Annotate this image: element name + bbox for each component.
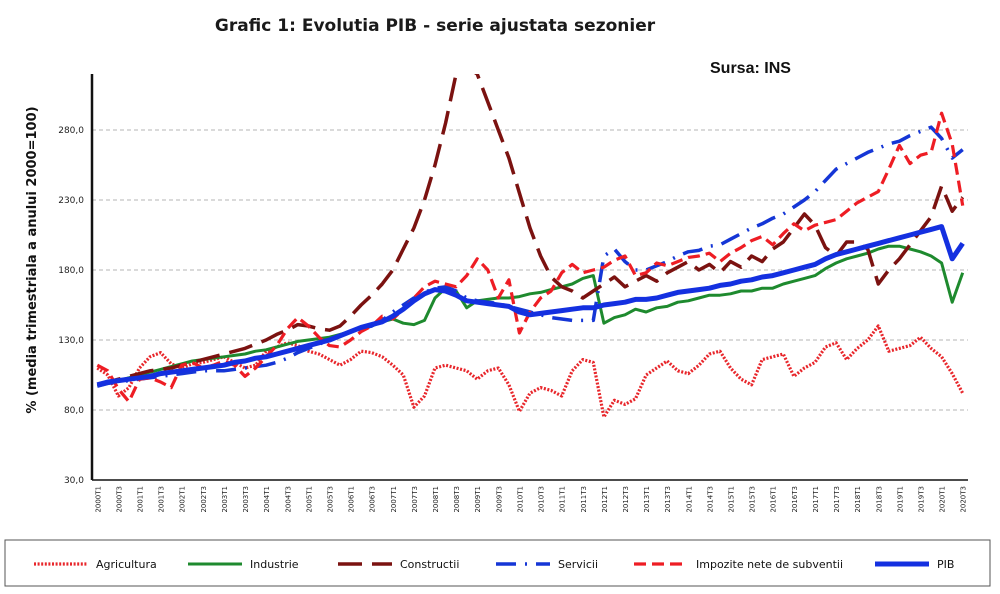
series-layer	[96, 74, 965, 419]
legend-label: Servicii	[558, 558, 598, 571]
x-tick-label: 2009T3	[495, 486, 503, 513]
x-tick-label: 2011T1	[559, 486, 567, 513]
x-tick-label: 2009T1	[474, 486, 482, 513]
x-tick-label: 2001T3	[158, 486, 166, 513]
x-tick-label: 2011T3	[580, 486, 588, 513]
x-tick-label: 2015T1	[728, 486, 736, 513]
legend-label: Agricultura	[96, 558, 157, 571]
x-tick-label: 2004T1	[263, 486, 271, 513]
x-tick-label: 2000T1	[94, 486, 102, 513]
x-tick-label: 2013T3	[664, 486, 672, 513]
x-tick-label: 2019T1	[896, 486, 904, 513]
x-tick-label: 2000T3	[115, 486, 123, 513]
y-tick-label: 80,0	[64, 406, 84, 416]
legend: Agricultura Industrie Constructii Servicii I…	[4, 539, 991, 587]
x-tick-label: 2007T1	[390, 486, 398, 513]
series-line-industrie	[96, 244, 965, 388]
chart-title: Grafic 1: Evolutia PIB - serie ajustata …	[215, 16, 656, 36]
series-line-agricultura	[96, 324, 965, 419]
x-tick-label: 2016T1	[770, 486, 778, 513]
x-tick-label: 2004T3	[284, 486, 292, 513]
x-tick-label: 2003T3	[242, 486, 250, 513]
y-tick-label: 130,0	[58, 336, 84, 346]
x-tick-label: 2006T1	[348, 486, 356, 513]
x-tick-label: 2002T1	[179, 486, 187, 513]
x-tick-label: 2018T1	[854, 486, 862, 513]
legend-label: Constructii	[400, 558, 459, 571]
x-tick-label: 2010T3	[538, 486, 546, 513]
x-tick-label: 2020T1	[939, 486, 947, 513]
x-tick-label: 2005T1	[305, 486, 313, 513]
x-tick-label: 2020T3	[960, 486, 968, 513]
legend-label: Impozite nete de subventii	[696, 558, 843, 571]
y-tick-label: 180,0	[58, 266, 84, 276]
series-line-constructii	[96, 74, 965, 387]
y-axis-label: % (media trimestriala a anului 2000=100)	[25, 106, 40, 413]
x-tick-label: 2001T1	[136, 486, 144, 513]
x-tick-label: 2005T3	[326, 486, 334, 513]
legend-box	[4, 539, 991, 587]
x-tick-label: 2019T3	[918, 486, 926, 513]
x-tick-label: 2018T3	[875, 486, 883, 513]
x-tick-label: 2008T1	[432, 486, 440, 513]
x-tick-label: 2006T3	[369, 486, 377, 513]
x-tick-label: 2014T3	[706, 486, 714, 513]
x-tick-label: 2016T3	[791, 486, 799, 513]
x-tick-label: 2003T1	[221, 486, 229, 513]
x-tick-label: 2008T3	[453, 486, 461, 513]
series-line-pib	[96, 224, 965, 388]
x-tick-label: 2012T1	[601, 486, 609, 513]
y-tick-label: 30,0	[64, 476, 84, 486]
axes: 30,0 80,0 130,0 180,0 230,0 280,0 2000T1 2000T3…	[58, 74, 968, 513]
x-tick-label: 2013T1	[643, 486, 651, 513]
x-tick-label: 2014T1	[685, 486, 693, 513]
x-tick-label: 2007T3	[411, 486, 419, 513]
y-tick-label: 280,0	[58, 126, 84, 136]
x-tick-label: 2012T3	[622, 486, 630, 513]
x-tick-label: 2017T3	[833, 486, 841, 513]
chart-source: Sursa: INS	[710, 60, 791, 77]
x-tick-label: 2017T1	[812, 486, 820, 513]
legend-label: Industrie	[250, 558, 299, 571]
legend-label: PIB	[937, 558, 954, 571]
series-line-impozite-nete-de-subventii	[96, 111, 965, 404]
x-tick-label: 2002T3	[200, 486, 208, 513]
grid	[92, 129, 968, 481]
x-tick-label: 2010T1	[516, 486, 524, 513]
x-tick-label: 2015T3	[749, 486, 757, 513]
y-tick-label: 230,0	[58, 196, 84, 206]
